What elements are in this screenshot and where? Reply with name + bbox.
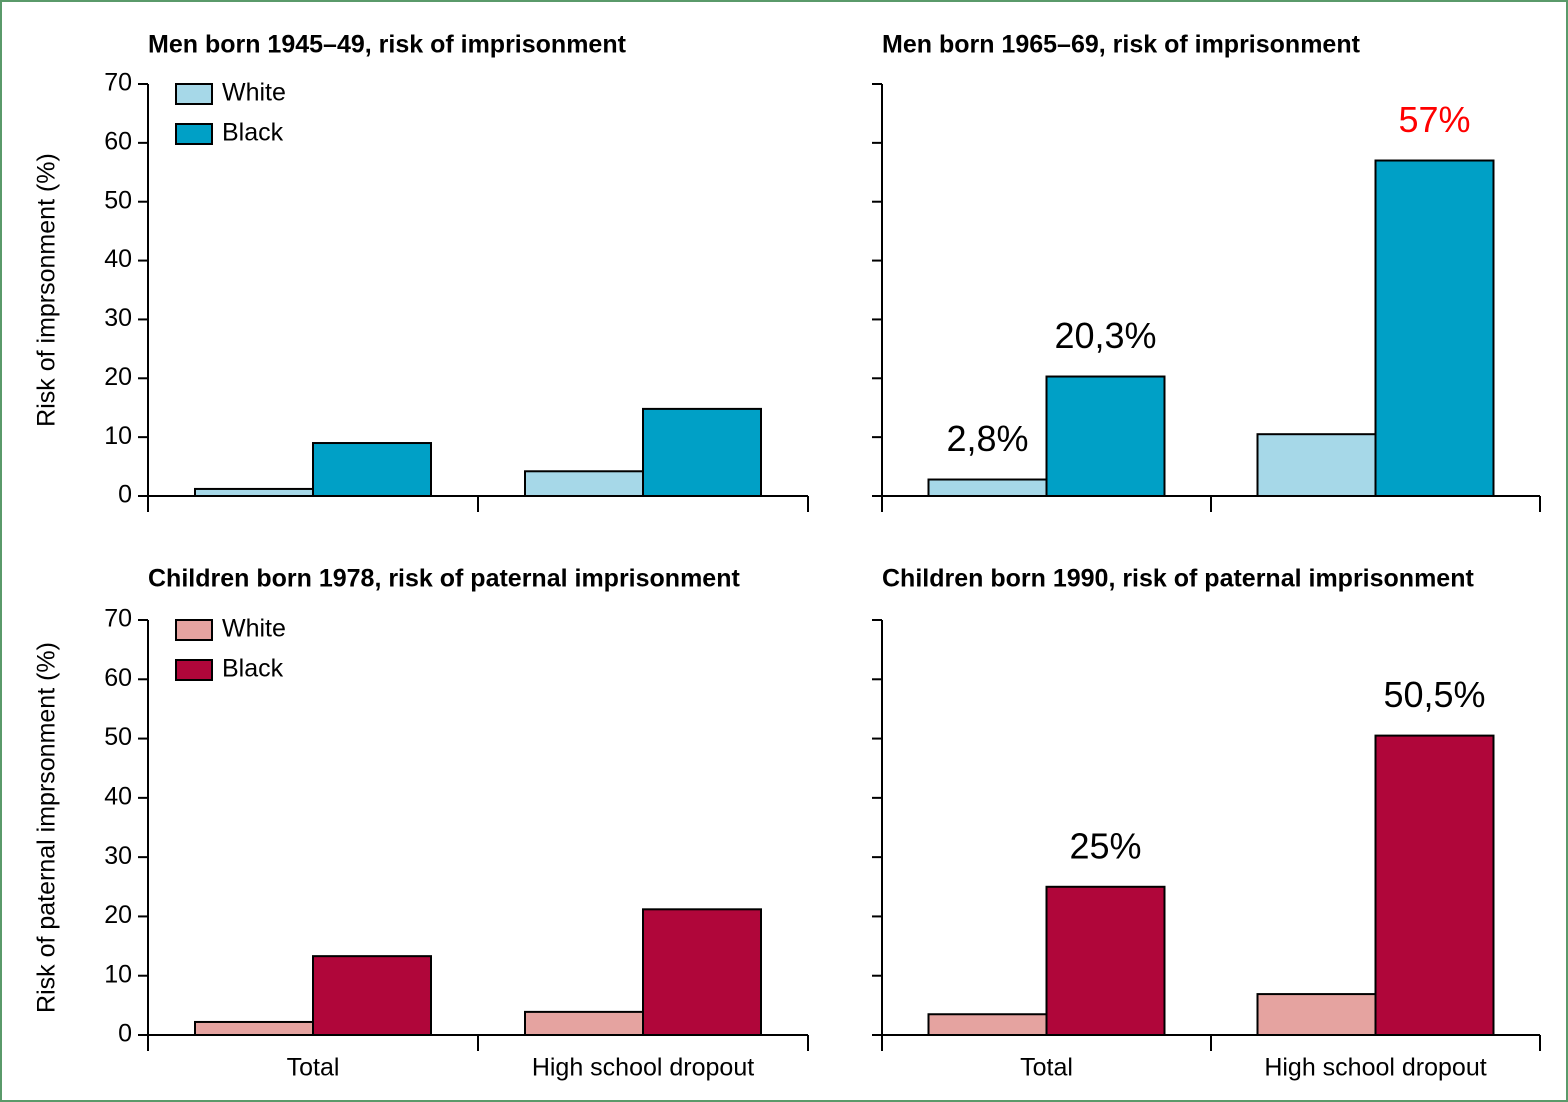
bar bbox=[927, 1013, 1048, 1036]
bar bbox=[1256, 433, 1377, 498]
y-tick-label: 30 bbox=[104, 304, 132, 332]
bar bbox=[194, 1020, 314, 1037]
bar bbox=[642, 908, 762, 1036]
chart-title: Children born 1978, risk of paternal imp… bbox=[148, 565, 740, 593]
y-tick-label: 20 bbox=[104, 363, 132, 391]
bar bbox=[642, 407, 762, 497]
value-label: 20,3% bbox=[1054, 315, 1156, 356]
value-label: 2,8% bbox=[946, 418, 1028, 459]
x-tick-label: High school dropout bbox=[1264, 1054, 1486, 1082]
y-tick-label: 20 bbox=[104, 901, 132, 929]
legend-swatch bbox=[175, 619, 213, 641]
legend-label: White bbox=[222, 615, 286, 643]
chart-title: Children born 1990, risk of paternal imp… bbox=[882, 565, 1474, 593]
bar bbox=[1256, 993, 1377, 1036]
x-tick-label: Total bbox=[1020, 1054, 1073, 1082]
y-tick-label: 0 bbox=[118, 481, 132, 509]
value-label: 50,5% bbox=[1383, 674, 1485, 715]
bar bbox=[312, 955, 432, 1037]
value-label: 25% bbox=[1069, 825, 1141, 866]
bar bbox=[1045, 885, 1166, 1036]
bar bbox=[524, 1010, 644, 1037]
y-tick-label: 10 bbox=[104, 422, 132, 450]
y-axis-label: Risk of imprsonment (%) bbox=[33, 153, 61, 427]
y-tick-label: 70 bbox=[104, 69, 132, 97]
y-tick-label: 10 bbox=[104, 960, 132, 988]
y-axis-label: Risk of paternal imprsonment (%) bbox=[33, 642, 61, 1013]
bar bbox=[927, 478, 1048, 497]
x-tick-label: High school dropout bbox=[532, 1054, 754, 1082]
bar bbox=[312, 442, 432, 497]
legend-label: Black bbox=[222, 655, 284, 683]
bar bbox=[1045, 375, 1166, 497]
legend-label: Black bbox=[222, 119, 284, 147]
y-tick-label: 40 bbox=[104, 245, 132, 273]
legend-swatch bbox=[175, 659, 213, 681]
chart-title: Men born 1965–69, risk of imprisonment bbox=[882, 31, 1361, 59]
y-tick-label: 70 bbox=[104, 605, 132, 633]
chart-title: Men born 1945–49, risk of imprisonment bbox=[148, 31, 627, 59]
bar bbox=[194, 487, 314, 497]
bar bbox=[1374, 159, 1495, 497]
legend-label: White bbox=[222, 79, 286, 107]
y-tick-label: 50 bbox=[104, 723, 132, 751]
legend-swatch bbox=[175, 83, 213, 105]
y-tick-label: 40 bbox=[104, 782, 132, 810]
y-tick-label: 50 bbox=[104, 186, 132, 214]
bar bbox=[524, 470, 644, 497]
y-tick-label: 60 bbox=[104, 664, 132, 692]
bar bbox=[1374, 734, 1495, 1036]
legend-swatch bbox=[175, 123, 213, 145]
y-tick-label: 60 bbox=[104, 127, 132, 155]
y-tick-label: 30 bbox=[104, 842, 132, 870]
value-label: 57% bbox=[1398, 99, 1470, 140]
y-tick-label: 0 bbox=[118, 1020, 132, 1048]
x-tick-label: Total bbox=[287, 1054, 340, 1082]
